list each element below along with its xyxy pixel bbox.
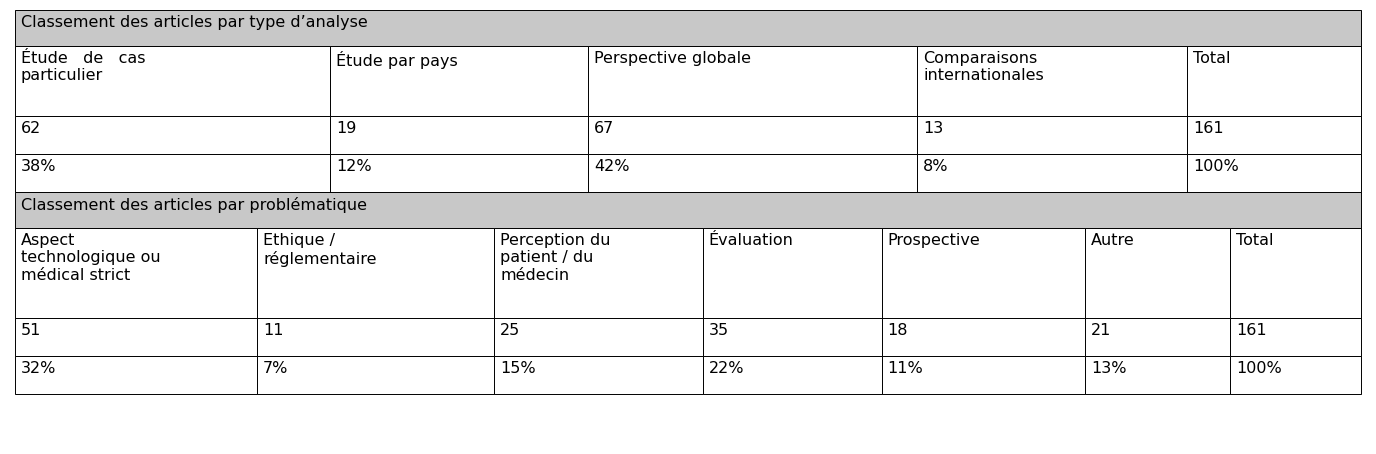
Text: 22%: 22% <box>709 361 744 376</box>
Bar <box>916 46 1187 116</box>
Bar <box>1230 356 1361 394</box>
Text: 13%: 13% <box>1091 361 1127 376</box>
Text: 100%: 100% <box>1193 159 1238 174</box>
Text: Aspect
technologique ou
médical strict: Aspect technologique ou médical strict <box>21 233 161 283</box>
Text: Prospective: Prospective <box>888 233 981 248</box>
Bar <box>1187 154 1361 192</box>
Text: Autre: Autre <box>1091 233 1135 248</box>
Text: 21: 21 <box>1091 323 1112 338</box>
Bar <box>494 228 703 318</box>
Text: 19: 19 <box>336 121 356 136</box>
Bar <box>916 154 1187 192</box>
Text: 161: 161 <box>1193 121 1223 136</box>
Text: 32%: 32% <box>21 361 56 376</box>
Bar <box>588 154 916 192</box>
Text: 11: 11 <box>263 323 283 338</box>
Text: 42%: 42% <box>594 159 630 174</box>
Text: 161: 161 <box>1236 323 1267 338</box>
Text: 12%: 12% <box>336 159 372 174</box>
Bar <box>15 192 1361 228</box>
Text: 7%: 7% <box>263 361 289 376</box>
Text: 8%: 8% <box>923 159 948 174</box>
Text: 51: 51 <box>21 323 41 338</box>
Bar <box>15 356 257 394</box>
Bar <box>15 154 330 192</box>
Text: 35: 35 <box>709 323 729 338</box>
Text: Classement des articles par problématique: Classement des articles par problématiqu… <box>21 197 367 213</box>
Bar <box>1086 318 1230 356</box>
Text: Évaluation: Évaluation <box>709 233 794 248</box>
Text: Total: Total <box>1193 51 1230 66</box>
Text: 100%: 100% <box>1236 361 1282 376</box>
Bar <box>257 228 494 318</box>
Bar <box>15 10 1361 46</box>
Bar <box>257 356 494 394</box>
Bar <box>588 46 916 116</box>
Bar <box>494 318 703 356</box>
Bar <box>882 318 1086 356</box>
Bar <box>882 228 1086 318</box>
Text: Classement des articles par type d’analyse: Classement des articles par type d’analy… <box>21 15 367 30</box>
Bar <box>703 318 882 356</box>
Bar <box>330 154 588 192</box>
Bar <box>916 116 1187 154</box>
Text: 67: 67 <box>594 121 615 136</box>
Bar <box>15 46 330 116</box>
Bar <box>1230 318 1361 356</box>
Text: Ethique /
réglementaire: Ethique / réglementaire <box>263 233 377 266</box>
Bar <box>588 116 916 154</box>
Text: 25: 25 <box>501 323 520 338</box>
Bar <box>330 46 588 116</box>
Text: 15%: 15% <box>501 361 537 376</box>
Bar <box>1230 228 1361 318</box>
Bar <box>330 116 588 154</box>
Text: Étude   de   cas
particulier: Étude de cas particulier <box>21 51 146 84</box>
Text: Perspective globale: Perspective globale <box>594 51 751 66</box>
Bar <box>1187 46 1361 116</box>
Text: 11%: 11% <box>888 361 923 376</box>
Bar <box>15 318 257 356</box>
Bar <box>257 318 494 356</box>
Bar <box>1086 228 1230 318</box>
Text: Étude par pays: Étude par pays <box>336 51 458 69</box>
Text: 13: 13 <box>923 121 944 136</box>
Bar <box>1086 356 1230 394</box>
Text: Comparaisons
internationales: Comparaisons internationales <box>923 51 1044 84</box>
Bar <box>1187 116 1361 154</box>
Text: Total: Total <box>1236 233 1274 248</box>
Bar <box>15 116 330 154</box>
Bar <box>703 356 882 394</box>
Bar <box>882 356 1086 394</box>
Bar <box>15 228 257 318</box>
Text: 62: 62 <box>21 121 41 136</box>
Bar <box>703 228 882 318</box>
Text: 38%: 38% <box>21 159 56 174</box>
Text: 18: 18 <box>888 323 908 338</box>
Text: Perception du
patient / du
médecin: Perception du patient / du médecin <box>501 233 611 283</box>
Bar <box>494 356 703 394</box>
